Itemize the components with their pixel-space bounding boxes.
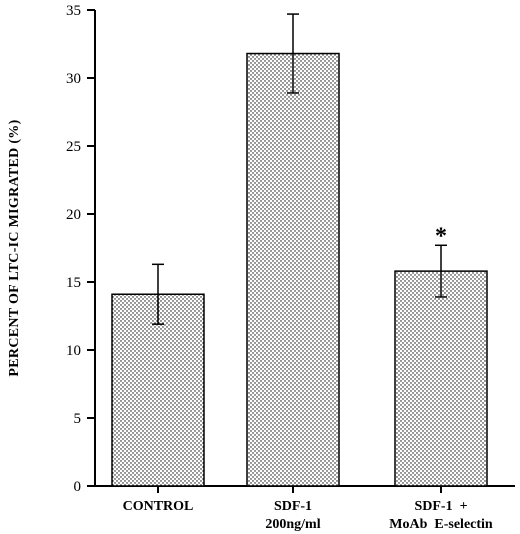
y-tick-label: 30 [66,71,81,87]
y-axis: 0 5 10 15 20 25 30 35 [66,3,96,495]
y-tick-label: 10 [66,343,81,359]
y-tick-label: 5 [74,411,82,427]
y-tick-label: 15 [66,275,81,291]
category-label: 200ng/ml [265,517,320,532]
y-axis-title: PERCENT OF LTC-IC MIGRATED (%) [7,119,22,376]
category-label: SDF-1 [274,499,312,514]
y-tick-label: 35 [66,3,81,19]
bar [246,52,340,487]
category-label: CONTROL [123,499,194,514]
category-label: MoAb E-selectin [389,517,493,532]
bar [394,270,488,487]
category-label: SDF-1 + [414,499,467,514]
y-tick-label: 0 [74,479,82,495]
category-labels: CONTROL SDF-1 200ng/ml SDF-1 + MoAb E-select… [123,499,493,532]
significance-asterisk: * [435,223,447,249]
error-bars [152,13,447,325]
bars [111,52,488,487]
x-axis [95,485,515,493]
annotations: * [435,223,447,249]
y-tick-label: 25 [66,139,81,155]
y-tick-label: 20 [66,207,81,223]
bar [111,293,205,487]
